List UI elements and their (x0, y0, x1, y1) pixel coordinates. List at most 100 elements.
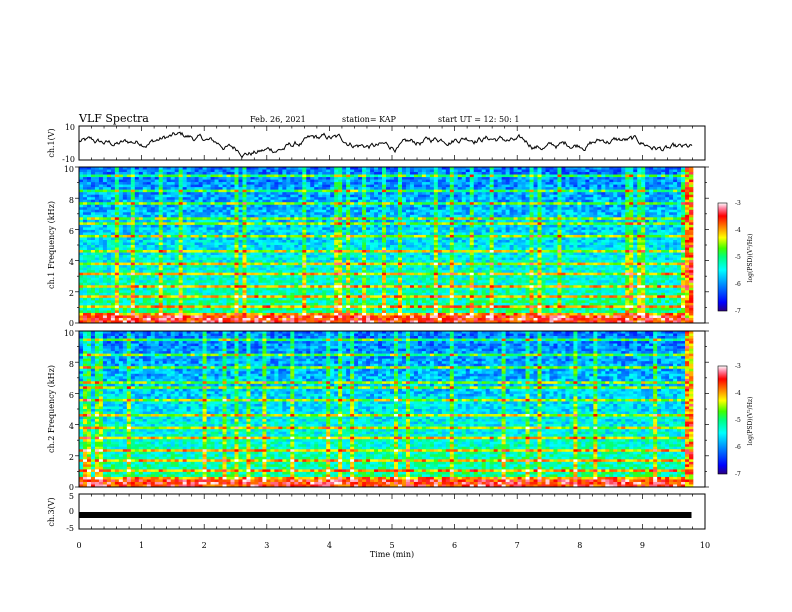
spectrogram-cell (254, 280, 258, 283)
spectrogram-cell (95, 242, 99, 245)
spectrogram-cell (203, 180, 207, 183)
spectrogram-cell (219, 185, 223, 188)
spectrogram-cell (195, 235, 199, 238)
spectrogram-cell (195, 313, 199, 316)
spectrogram-cell (342, 260, 346, 263)
spectrogram-cell (95, 202, 99, 205)
spectrogram-cell (115, 290, 119, 293)
spectrogram-cell (266, 215, 270, 218)
spectrogram-cell (219, 170, 223, 173)
spectrogram-cell (246, 215, 250, 218)
spectrogram-cell (342, 212, 346, 215)
spectrogram-cell (95, 248, 99, 251)
spectrogram-cell (310, 217, 314, 220)
spectrogram-cell (167, 263, 171, 266)
spectrogram-cell (258, 245, 262, 248)
spectrogram-cell (211, 202, 215, 205)
spectrogram-cell (342, 310, 346, 313)
spectrogram-cell (135, 217, 139, 220)
spectrogram-cell (159, 295, 163, 298)
spectrogram-cell (215, 185, 219, 188)
spectrogram-cell (346, 220, 350, 223)
spectrogram-cell (167, 255, 171, 258)
spectrogram-cell (111, 177, 115, 180)
spectrogram-cell (199, 260, 203, 263)
spectrogram-cell (358, 293, 362, 296)
spectrogram-cell (107, 215, 111, 218)
spectrogram-cell (274, 278, 278, 281)
spectrogram-cell (362, 192, 366, 195)
spectrogram-cell (227, 308, 231, 311)
spectrogram-cell (274, 185, 278, 188)
spectrogram-cell (386, 177, 390, 180)
spectrogram-cell (366, 295, 370, 298)
spectrogram-cell (99, 265, 103, 268)
spectrogram-cell (294, 180, 298, 183)
spectrogram-cell (370, 295, 374, 298)
spectrogram-cell (242, 310, 246, 313)
spectrogram-cell (103, 250, 107, 253)
spectrogram-cell (103, 305, 107, 308)
spectrogram-cell (83, 270, 87, 273)
spectrogram-cell (306, 293, 310, 296)
spectrogram-cell (231, 268, 235, 271)
spectrogram-cell (262, 172, 266, 175)
spectrogram-cell (227, 170, 231, 173)
spectrogram-cell (171, 220, 175, 223)
spectrogram-cell (330, 195, 334, 198)
spectrogram-cell (211, 270, 215, 273)
spectrogram-cell (334, 303, 338, 306)
spectrogram-cell (314, 195, 318, 198)
spectrogram-cell (242, 260, 246, 263)
spectrogram-cell (171, 245, 175, 248)
spectrogram-cell (171, 305, 175, 308)
spectrogram-cell (223, 293, 227, 296)
spectrogram-cell (346, 235, 350, 238)
spectrogram-cell (207, 200, 211, 203)
spectrogram-cell (199, 313, 203, 316)
spectrogram-cell (390, 268, 394, 271)
spectrogram-cell (171, 295, 175, 298)
spectrogram-cell (314, 237, 318, 240)
spectrogram-cell (163, 197, 167, 200)
spectrogram-cell (147, 295, 151, 298)
spectrogram-cell (179, 315, 183, 318)
spectrogram-cell (318, 175, 322, 178)
spectrogram-cell (99, 290, 103, 293)
spectrogram-cell (227, 305, 231, 308)
spectrogram-cell (171, 217, 175, 220)
spectrogram-cell (167, 253, 171, 256)
spectrogram-cell (370, 283, 374, 286)
spectrogram-cell (99, 278, 103, 281)
spectrogram-cell (306, 225, 310, 228)
figure-title: VLF Spectra (78, 112, 149, 125)
spectrogram-cell (223, 250, 227, 253)
spectrogram-cell (290, 248, 294, 251)
spectrogram-cell (258, 288, 262, 291)
spectrogram-cell (223, 268, 227, 271)
spectrogram-cell (99, 268, 103, 271)
spectrogram-cell (326, 248, 330, 251)
spectrogram-cell (131, 258, 135, 261)
spectrogram-cell (250, 288, 254, 291)
spectrogram-cell (231, 255, 235, 258)
spectrogram-cell (203, 273, 207, 276)
spectrogram-cell (211, 205, 215, 208)
spectrogram-cell (175, 170, 179, 173)
spectrogram-cell (83, 232, 87, 235)
spectrogram-cell (310, 235, 314, 238)
spectrogram-cell (302, 310, 306, 313)
spectrogram-cell (99, 187, 103, 190)
spectrogram-cell (231, 180, 235, 183)
spectrogram-cell (231, 270, 235, 273)
spectrogram-cell (79, 195, 83, 198)
spectrogram-cell (131, 273, 135, 276)
spectrogram-cell (326, 303, 330, 306)
spectrogram-cell (310, 190, 314, 193)
spectrogram-cell (215, 258, 219, 261)
spectrogram-cell (231, 295, 235, 298)
spectrogram-cell (366, 205, 370, 208)
spectrogram-cell (278, 295, 282, 298)
spectrogram-cell (378, 273, 382, 276)
spectrogram-cell (290, 278, 294, 281)
